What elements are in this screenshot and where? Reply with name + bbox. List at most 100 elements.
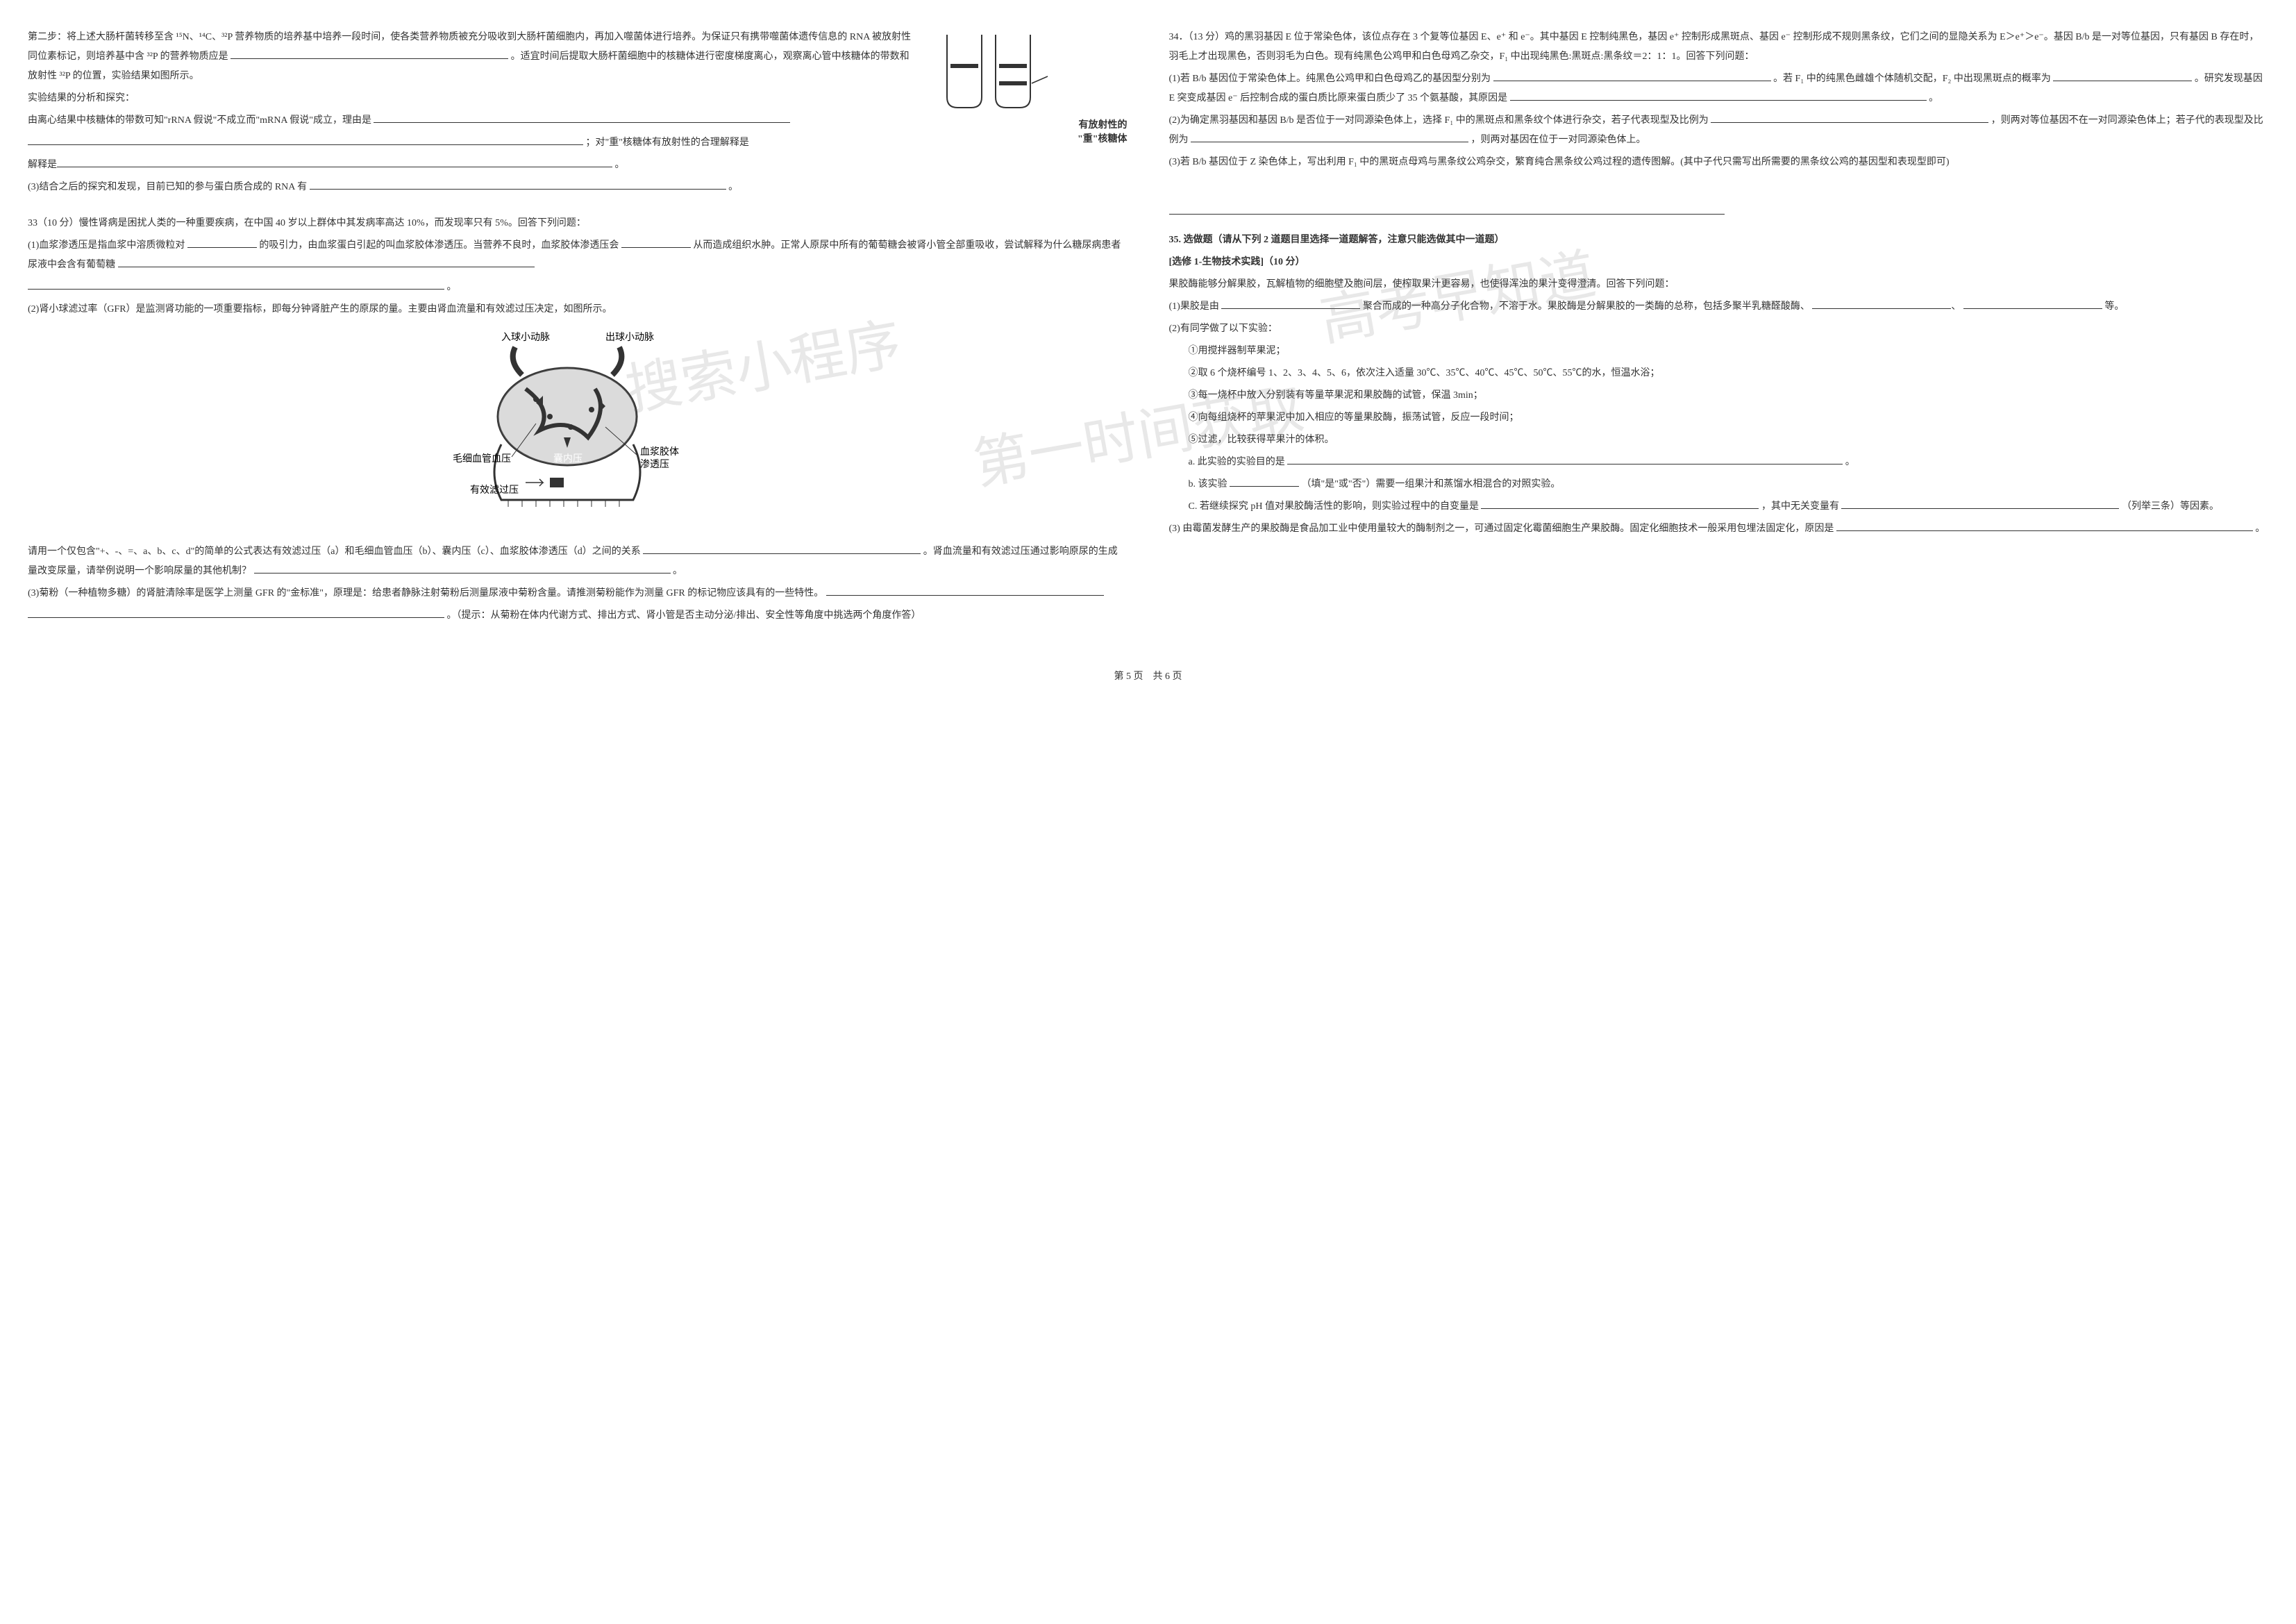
opt-subtitle: [选修 1-生物技术实践]（10 分） — [1169, 253, 2269, 272]
q33-header: 33（10 分）慢性肾病是困扰人类的一种重要疾病，在中国 40 岁以上群体中其发… — [28, 214, 1128, 233]
in-artery-label: 入球小动脉 — [501, 332, 550, 343]
period-3: 。 — [447, 282, 457, 292]
blank-exp-purpose — [1287, 453, 1843, 464]
opt-1a: (1)果胶是由 — [1169, 301, 1219, 312]
blank-probability — [2053, 69, 2192, 81]
q33-1a: (1)血浆渗透压是指血浆中溶质微粒对 — [28, 240, 185, 251]
q34-2c: ，则两对基因在位于一对同源染色体上。 — [1471, 135, 1646, 145]
diagram-space — [1169, 175, 2269, 217]
q34-1a: (1)若 B/b 基因位于常染色体上。纯黑色公鸡甲和白色母鸡乙的基因型分别为 — [1169, 74, 1491, 84]
opt-step-5: ⑤过滤，比较获得苹果汁的体积。 — [1189, 430, 2269, 450]
opt-b-post: （填"是"或"否"）需要一组果汁和蒸馏水相混合的对照实验。 — [1302, 479, 1561, 489]
opt-c: C. 若继续探究 pH 值对果胶酶活性的影响，则实验过程中的自变量是 ，其中无关… — [1189, 497, 2269, 517]
blank-pectin-monomer — [1221, 297, 1360, 309]
opt-step-3: ③每一烧杯中放入分别装有等量苹果泥和果胶酶的试管，保温 3min； — [1189, 386, 2269, 405]
results-1a-text: 由离心结果中核糖体的带数可知"rRNA 假说"不成立而"mRNA 假说"成立，理… — [28, 115, 371, 126]
colloid-p-label-2: 渗透压 — [640, 459, 669, 470]
effective-fp-label: 有效滤过压 — [470, 485, 519, 496]
opt-1: (1)果胶是由 聚合而成的一种高分子化合物，不溶于水。果胶酶是分解果胶的一类酶的… — [1169, 297, 2269, 317]
ribosome-figure: 有放射性的 "重"核糖体 — [933, 28, 1128, 146]
q33-formula: 请用一个仅包含"+、-、=、a、b、c、d"的简单的公式表达有效滤过压（a）和毛… — [28, 542, 1128, 581]
results-3-text: (3)结合之后的探究和发现，目前已知的参与蛋白质合成的 RNA 有 — [28, 182, 307, 192]
q34-2a: (2)为确定黑羽基因和基因 B/b 是否位于一对同源染色体上，选择 F₁ 中的黑… — [1169, 115, 1709, 126]
opt-1c: 等。 — [2104, 301, 2124, 312]
blank-enzyme-2 — [1963, 297, 2102, 309]
blank-colloid-change — [621, 236, 691, 248]
q33-3b: 。（提示：从菊粉在体内代谢方式、排出方式、肾小管是否主动分泌/排出、安全性等角度… — [447, 610, 921, 621]
blank-formula — [643, 542, 921, 554]
q33-block: 33（10 分）慢性肾病是困扰人类的一种重要疾病，在中国 40 岁以上群体中其发… — [28, 214, 1128, 626]
ribosome-svg — [933, 28, 1128, 111]
capillary-bp-label: 毛细血管血压 — [453, 453, 511, 464]
opt-1b: 聚合而成的一种高分子化合物，不溶于水。果胶酶是分解果胶的一类酶的总称，包括多聚半… — [1363, 301, 1810, 312]
opt-step-4: ④向每组烧杯的苹果泥中加入相应的等量果胶酶，振荡试管，反应一段时间； — [1189, 408, 2269, 428]
blank-ratio-2 — [1191, 131, 1468, 142]
blank-inulin-prop-2 — [28, 606, 444, 618]
blank-explain — [57, 156, 612, 167]
q34-block: 34．（13 分）鸡的黑羽基因 E 位于常染色体，该位点存在 3 个复等位基因 … — [1169, 28, 2269, 217]
blank-mutation-reason — [1510, 89, 1927, 101]
opt-b-pre: b. 该实验 — [1189, 479, 1227, 489]
blank-inulin-prop — [826, 584, 1104, 596]
opt-3: (3) 由霉菌发酵生产的果胶酶是食品加工业中使用量较大的酶制剂之一，可通过固定化… — [1169, 519, 2269, 539]
blank-osmotic-target — [187, 236, 257, 248]
ribosome-label-2: "重"核糖体 — [933, 133, 1128, 147]
blank-nutrient — [231, 47, 508, 59]
capsule-p-label: 囊内压 — [553, 453, 583, 464]
blank-reason-1b — [28, 133, 583, 145]
blank-reason-1 — [374, 111, 790, 123]
period-2: 。 — [728, 182, 738, 192]
blank-enzyme-1 — [1812, 297, 1951, 309]
q33-1-tail: 。 — [28, 278, 1128, 297]
blank-iv — [1481, 497, 1759, 509]
optional-block: 35. 选做题（请从下列 2 道题目里选择一道题解答，注意只能选做其中一道题） … — [1169, 231, 2269, 539]
page-footer: 第 5 页 共 6 页 — [28, 667, 2268, 687]
period-5: 。 — [1929, 93, 1938, 103]
opt-b: b. 该实验 （填"是"或"否"）需要一组果汁和蒸馏水相混合的对照实验。 — [1189, 475, 2269, 494]
blank-other-mechanism — [254, 562, 671, 574]
q34-3: (3)若 B/b 基因位于 Z 染色体上，写出利用 F₁ 中的黑斑点母鸡与黑条纹… — [1169, 153, 2269, 172]
q34-2: (2)为确定黑羽基因和基因 B/b 是否位于一对同源染色体上，选择 F₁ 中的黑… — [1169, 111, 2269, 150]
blank-glucose-urine-2 — [28, 278, 444, 290]
q33-3: (3)菊粉（一种植物多糖）的肾脏清除率是医学上测量 GFR 的"金标准"，原理是… — [28, 584, 1128, 603]
blank-genetic-diagram — [1169, 203, 1725, 215]
blank-embed-reason — [1836, 519, 2253, 531]
ribosome-label-box: 有放射性的 "重"核糖体 — [933, 119, 1128, 146]
q34-1b: 。若 F₁ 中的纯黑色雌雄个体随机交配，F₂ 中出现黑斑点的概率为 — [1773, 74, 2051, 84]
q33-1b: 的吸引力，由血浆蛋白引起的叫血浆胶体渗透压。当营养不良时，血浆胶体渗透压会 — [259, 240, 619, 251]
blank-rna-types — [310, 178, 726, 190]
period-4: 。 — [673, 566, 682, 576]
q33-formula-a: 请用一个仅包含"+、-、=、a、b、c、d"的简单的公式表达有效滤过压（a）和毛… — [28, 546, 641, 557]
period-7: 。 — [2255, 524, 2265, 534]
ribosome-label-1: 有放射性的 — [933, 119, 1128, 133]
opt-c-post: （列举三条）等因素。 — [2122, 501, 2219, 512]
opt-a: a. 此实验的实验目的是 。 — [1189, 453, 2269, 472]
period-1: 。 — [615, 160, 625, 170]
colloid-p-label-1: 血浆胶体 — [640, 446, 679, 458]
results-explain: 解释是 。 — [28, 156, 1128, 175]
period-6: 。 — [1845, 457, 1855, 467]
results-1b-text: ；对"重"核糖体有放射性的合理解释是 — [586, 137, 749, 148]
results-3: (3)结合之后的探究和发现，目前已知的参与蛋白质合成的 RNA 有 。 — [28, 178, 1128, 197]
kidney-figure: 入球小动脉 出球小动脉 — [28, 326, 1128, 528]
opt-header-text: 35. 选做题（请从下列 2 道题目里选择一道题解答，注意只能选做其中一道题） — [1169, 235, 1505, 245]
opt-a-text: a. 此实验的实验目的是 — [1189, 457, 1285, 467]
blank-ratio-1 — [1711, 111, 1988, 123]
out-artery-label: 出球小动脉 — [605, 332, 654, 343]
page-two-column-layout: 有放射性的 "重"核糖体 第二步：将上述大肠杆菌转移至含 ¹⁵N、¹⁴C、³²P… — [28, 28, 2268, 639]
blank-yes-no — [1230, 475, 1299, 487]
opt-step-2: ②取 6 个烧杯编号 1、2、3、4、5、6，依次注入适量 30℃、35℃、40… — [1189, 364, 2269, 383]
q34-1: (1)若 B/b 基因位于常染色体上。纯黑色公鸡甲和白色母鸡乙的基因型分别为 。… — [1169, 69, 2269, 108]
q33-2: (2)肾小球滤过率（GFR）是监测肾功能的一项重要指标，即每分钟肾脏产生的原尿的… — [28, 300, 1128, 319]
left-column: 有放射性的 "重"核糖体 第二步：将上述大肠杆菌转移至含 ¹⁵N、¹⁴C、³²P… — [28, 28, 1128, 639]
q34-header: 34．（13 分）鸡的黑羽基因 E 位于常染色体，该位点存在 3 个复等位基因 … — [1169, 28, 2269, 67]
blank-glucose-urine — [118, 256, 535, 267]
opt-c-pre: C. 若继续探究 pH 值对果胶酶活性的影响，则实验过程中的自变量是 — [1189, 501, 1479, 512]
q33-3a: (3)菊粉（一种植物多糖）的肾脏清除率是医学上测量 GFR 的"金标准"，原理是… — [28, 588, 823, 598]
opt-2-title: (2)有同学做了以下实验： — [1169, 319, 2269, 339]
blank-genotype-parents — [1493, 69, 1771, 81]
opt-3-pre: (3) 由霉菌发酵生产的果胶酶是食品加工业中使用量较大的酶制剂之一，可通过固定化… — [1169, 524, 1834, 534]
kidney-svg: 入球小动脉 出球小动脉 — [432, 326, 723, 521]
right-column: 34．（13 分）鸡的黑羽基因 E 位于常染色体，该位点存在 3 个复等位基因 … — [1169, 28, 2269, 639]
opt-intro: 果胶酶能够分解果胶，瓦解植物的细胞壁及胞间层，使榨取果汁更容易，也使得浑浊的果汁… — [1169, 275, 2269, 294]
